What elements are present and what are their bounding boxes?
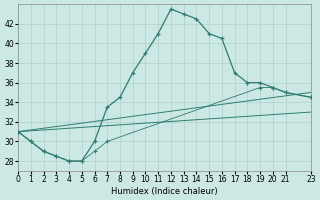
X-axis label: Humidex (Indice chaleur): Humidex (Indice chaleur) <box>111 187 218 196</box>
